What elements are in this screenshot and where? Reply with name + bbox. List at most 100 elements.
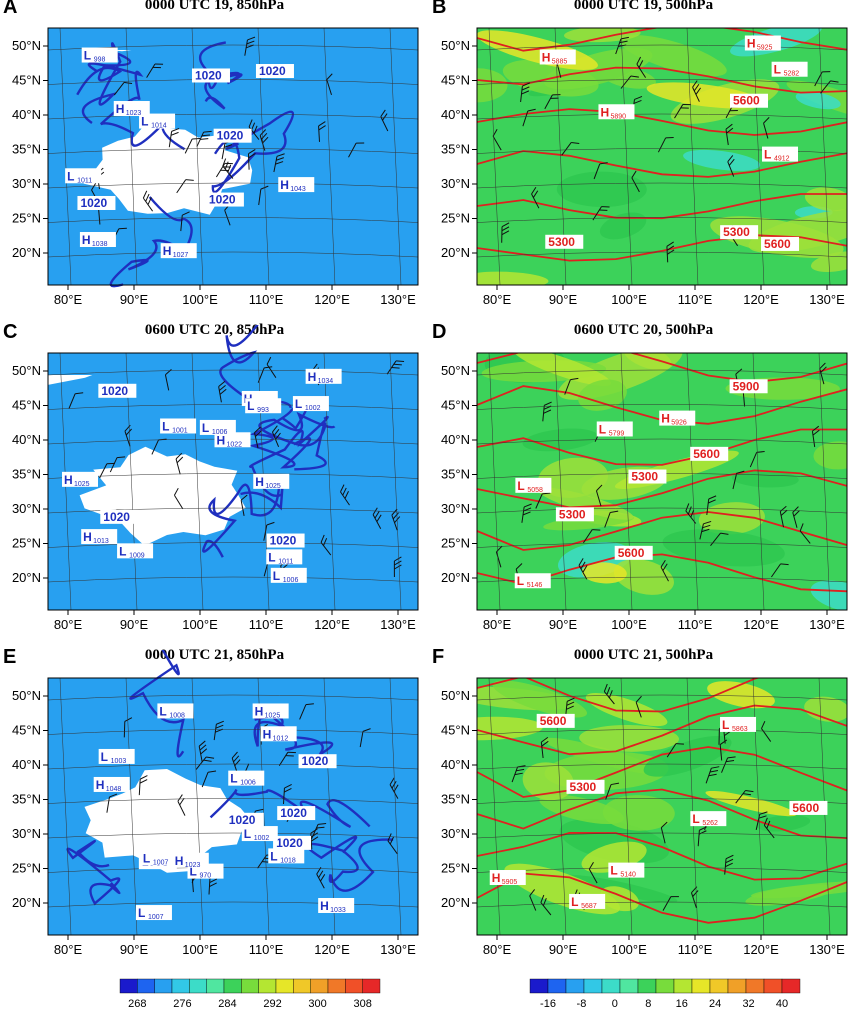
pressure-system-value: 1007 bbox=[153, 860, 169, 867]
isobar-line bbox=[258, 411, 336, 471]
pressure-system-box bbox=[771, 61, 808, 77]
lat-label: 25°N bbox=[12, 536, 41, 551]
lat-label: 50°N bbox=[12, 38, 41, 53]
lat-label: 30°N bbox=[12, 826, 41, 841]
pressure-system-kind: L bbox=[159, 704, 166, 718]
wind-barb bbox=[540, 736, 549, 759]
contour-label: 1020 bbox=[259, 64, 286, 78]
advection-patch bbox=[619, 35, 727, 77]
latitude-line bbox=[476, 832, 848, 839]
wind-barb bbox=[692, 80, 702, 102]
pressure-system-kind: L bbox=[571, 895, 578, 909]
isobar-line bbox=[129, 650, 186, 758]
lat-label: 20°N bbox=[12, 570, 41, 585]
colorbar-swatch bbox=[745, 978, 765, 994]
pressure-system-value: 5799 bbox=[609, 430, 625, 437]
colorbar-swatch bbox=[601, 978, 621, 994]
colorbar-swatch bbox=[171, 978, 190, 994]
pressure-system-value: 1043 bbox=[290, 186, 306, 193]
pressure-system-kind: H bbox=[116, 102, 125, 116]
pressure-system-value: 5863 bbox=[732, 726, 748, 733]
wind-barb bbox=[578, 558, 588, 580]
longitude-line bbox=[191, 677, 204, 936]
panel-letter: E bbox=[3, 646, 17, 668]
wind-barb bbox=[106, 793, 118, 813]
wind-barb bbox=[732, 470, 745, 490]
colorbar-swatch bbox=[154, 978, 173, 994]
lat-label: 45°N bbox=[441, 723, 470, 738]
pressure-system-kind: L bbox=[247, 399, 254, 413]
pressure-system-kind: H bbox=[263, 727, 272, 741]
pressure-system-kind: L bbox=[119, 544, 126, 558]
lon-label: 90°E bbox=[120, 617, 149, 632]
latitude-line bbox=[47, 798, 419, 804]
pressure-system-box bbox=[278, 177, 315, 193]
pressure-system-box bbox=[690, 811, 727, 827]
longitude-line bbox=[323, 352, 336, 611]
lat-label: 50°N bbox=[12, 688, 41, 703]
pressure-system-box bbox=[598, 104, 635, 120]
colorbar-swatch bbox=[293, 978, 311, 994]
pressure-system-kind: H bbox=[542, 50, 551, 64]
advection-patch bbox=[813, 441, 847, 470]
colorbar-tick-label: 292 bbox=[263, 998, 281, 1010]
lon-label: 110°E bbox=[249, 292, 284, 307]
panel-title: 0600 UTC 20, 500hPa bbox=[573, 322, 714, 338]
contour-label: 5300 bbox=[723, 225, 750, 239]
pressure-system-kind: H bbox=[661, 412, 670, 426]
lon-label: 100°E bbox=[182, 942, 218, 957]
longitude-line bbox=[59, 27, 72, 286]
graticule bbox=[47, 27, 419, 286]
pressure-system-box bbox=[214, 432, 251, 448]
pressure-system-kind: H bbox=[96, 778, 105, 792]
wind-barb bbox=[735, 790, 754, 804]
contour-label: 5600 bbox=[733, 94, 760, 108]
wind-barb bbox=[173, 487, 184, 510]
map-plot: 10201020102010201008L1018L1006H1012H1048… bbox=[12, 650, 419, 957]
pressure-system-box bbox=[318, 898, 355, 914]
wind-barb bbox=[231, 751, 241, 774]
lat-label: 50°N bbox=[441, 38, 470, 53]
longitude-line bbox=[125, 27, 138, 286]
pressure-system-value: 1023 bbox=[126, 110, 142, 117]
wind-barb bbox=[254, 426, 262, 449]
wind-barb bbox=[582, 529, 601, 544]
lat-label: 30°N bbox=[441, 501, 470, 516]
wind-barb bbox=[138, 775, 148, 796]
colorbar-swatch bbox=[727, 978, 747, 994]
height-contour bbox=[477, 234, 847, 262]
pressure-system-value: 5687 bbox=[581, 903, 597, 910]
longitude-line bbox=[125, 677, 138, 936]
pressure-system-box bbox=[596, 421, 633, 437]
advection-patch bbox=[556, 171, 647, 208]
panel-letter: A bbox=[3, 0, 18, 18]
contour-label-box bbox=[789, 800, 828, 815]
panel-letter: B bbox=[432, 0, 447, 18]
contour-label-box bbox=[266, 533, 305, 548]
latitude-line bbox=[47, 901, 419, 908]
advection-patch bbox=[683, 149, 761, 171]
lon-label: 100°E bbox=[182, 617, 218, 632]
pressure-system-box bbox=[270, 567, 307, 583]
height-contour bbox=[477, 872, 847, 924]
wind-barb bbox=[779, 505, 788, 528]
lat-label: 40°N bbox=[12, 107, 41, 122]
lat-label: 20°N bbox=[441, 245, 470, 260]
advection-patch bbox=[707, 681, 775, 709]
wind-barb bbox=[259, 129, 269, 151]
pressure-system-box bbox=[160, 418, 197, 434]
pressure-system-box bbox=[305, 368, 342, 384]
contour-label-box bbox=[298, 754, 337, 769]
longitude-line bbox=[818, 27, 831, 286]
wind-barb bbox=[124, 424, 132, 447]
pressure-system-box bbox=[79, 232, 116, 248]
pressure-system-box bbox=[260, 726, 297, 742]
advection-patch bbox=[513, 353, 612, 386]
contour-label-box bbox=[614, 545, 653, 560]
lon-label: 130°E bbox=[809, 942, 845, 957]
lat-label: 35°N bbox=[12, 467, 41, 482]
pressure-system-kind: H bbox=[64, 473, 73, 487]
pressure-system-kind: H bbox=[600, 105, 609, 119]
lon-label: 80°E bbox=[483, 942, 512, 957]
contour-label-box bbox=[628, 469, 667, 484]
